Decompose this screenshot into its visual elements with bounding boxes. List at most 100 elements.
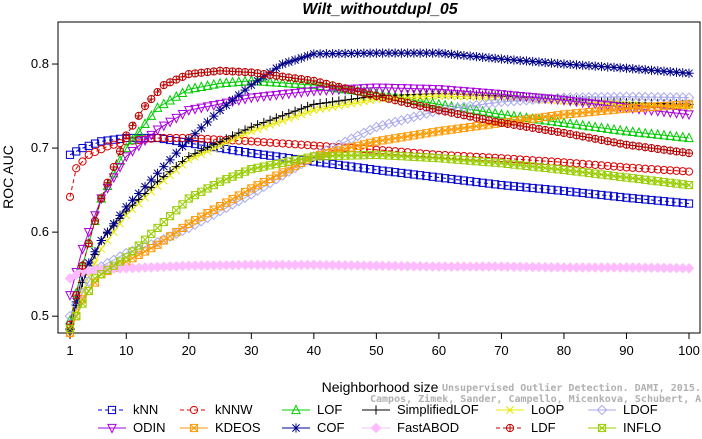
legend-item-odin: ODIN [98, 420, 166, 435]
data-point [391, 168, 400, 177]
data-point [103, 142, 112, 151]
data-point [146, 175, 156, 185]
legend-marker [189, 423, 199, 433]
data-point [621, 125, 632, 136]
data-point [666, 101, 675, 110]
data-point [184, 155, 193, 164]
data-point [484, 153, 494, 162]
data-point [333, 82, 344, 93]
data-point [415, 48, 425, 58]
data-point [602, 123, 613, 133]
data-point [565, 59, 575, 70]
legend-marker [107, 423, 117, 434]
data-point [559, 186, 569, 196]
data-point [628, 163, 637, 172]
data-point [684, 110, 694, 121]
data-point [534, 163, 544, 172]
data-point [290, 88, 300, 99]
data-point [359, 97, 368, 106]
data-point [447, 92, 456, 101]
data-point [272, 138, 281, 148]
data-point [628, 64, 638, 74]
data-point [308, 79, 319, 90]
data-point [84, 287, 93, 295]
data-point [322, 152, 331, 161]
legend-marker [506, 424, 514, 432]
data-point [140, 135, 150, 144]
data-point [297, 110, 306, 119]
data-point [284, 139, 293, 148]
data-point [371, 83, 382, 94]
data-point [403, 48, 413, 58]
data-point [341, 161, 350, 170]
data-point [233, 76, 244, 86]
data-point [321, 98, 331, 108]
data-point [665, 67, 675, 77]
data-point [378, 146, 387, 155]
data-point [553, 165, 562, 174]
data-point [360, 89, 368, 97]
data-point [615, 63, 625, 73]
data-point [496, 108, 507, 119]
data-point [84, 258, 94, 268]
data-point [641, 103, 650, 112]
data-point [247, 137, 256, 146]
data-point [127, 134, 138, 145]
data-point [109, 261, 118, 270]
data-point [597, 190, 606, 200]
data-point [477, 88, 488, 99]
data-point [208, 78, 219, 89]
data-point [84, 141, 93, 150]
data-point [347, 86, 355, 94]
data-point [171, 148, 181, 158]
data-point [428, 153, 437, 162]
data-point [253, 163, 262, 172]
data-point [590, 99, 601, 110]
data-point [271, 63, 281, 73]
data-point [78, 299, 87, 308]
data-point [465, 51, 475, 61]
data-point [72, 312, 81, 321]
data-point [509, 160, 519, 169]
data-point [434, 92, 443, 100]
data-point [378, 48, 388, 58]
data-point [328, 159, 337, 169]
data-point [202, 102, 213, 113]
data-point [464, 100, 476, 112]
data-point [159, 217, 168, 227]
data-point [277, 77, 288, 88]
x-tick-label: 1 [66, 343, 73, 358]
data-point [559, 165, 569, 175]
data-point [408, 84, 419, 95]
data-point [647, 164, 656, 174]
data-point [678, 167, 687, 176]
data-point [541, 112, 550, 122]
data-point [108, 173, 119, 184]
data-point [265, 76, 275, 87]
data-point [659, 177, 669, 187]
data-point [353, 48, 363, 58]
data-point [340, 48, 350, 59]
data-point [222, 144, 231, 154]
series-line [69, 80, 690, 321]
data-point [603, 62, 613, 72]
data-point [577, 119, 588, 130]
data-point [446, 49, 457, 59]
chart-title: Wilt_withoutdupl_05 [302, 1, 459, 18]
data-point [459, 50, 469, 61]
data-point [409, 152, 418, 161]
data-point [434, 154, 443, 163]
data-point [115, 162, 125, 173]
data-point [253, 125, 262, 134]
data-point [72, 312, 81, 321]
data-point [640, 105, 651, 116]
data-point [334, 160, 343, 169]
data-point [241, 130, 250, 139]
data-point [615, 124, 626, 135]
data-point [584, 99, 594, 109]
data-point [178, 73, 187, 81]
data-point [103, 236, 112, 245]
data-point [240, 125, 250, 135]
legend-label: LDF [531, 420, 556, 434]
data-point [96, 235, 106, 246]
